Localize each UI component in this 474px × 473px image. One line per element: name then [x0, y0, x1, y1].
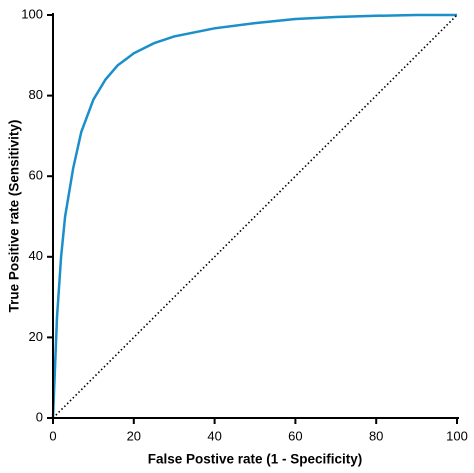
x-axis-title: False Postive rate (1 - Specificity): [148, 452, 363, 467]
x-tick-label: 100: [446, 428, 468, 443]
y-tick-label: 20: [29, 329, 43, 344]
x-tick-label: 0: [49, 428, 56, 443]
x-tick-label: 40: [207, 428, 221, 443]
y-tick-label: 0: [36, 409, 43, 424]
y-tick-label: 60: [29, 168, 43, 183]
data-line: [51, 13, 457, 419]
x-tick-label: 60: [288, 428, 302, 443]
data-line: [52, 14, 458, 419]
x-tick-label: 20: [127, 428, 141, 443]
y-tick-label: 80: [29, 87, 43, 102]
x-tick-label: 80: [369, 428, 383, 443]
y-tick-label: 100: [21, 6, 43, 21]
y-tick-label: 40: [29, 248, 43, 263]
y-axis-title: True Positive rate (Sensitivity): [7, 120, 22, 313]
